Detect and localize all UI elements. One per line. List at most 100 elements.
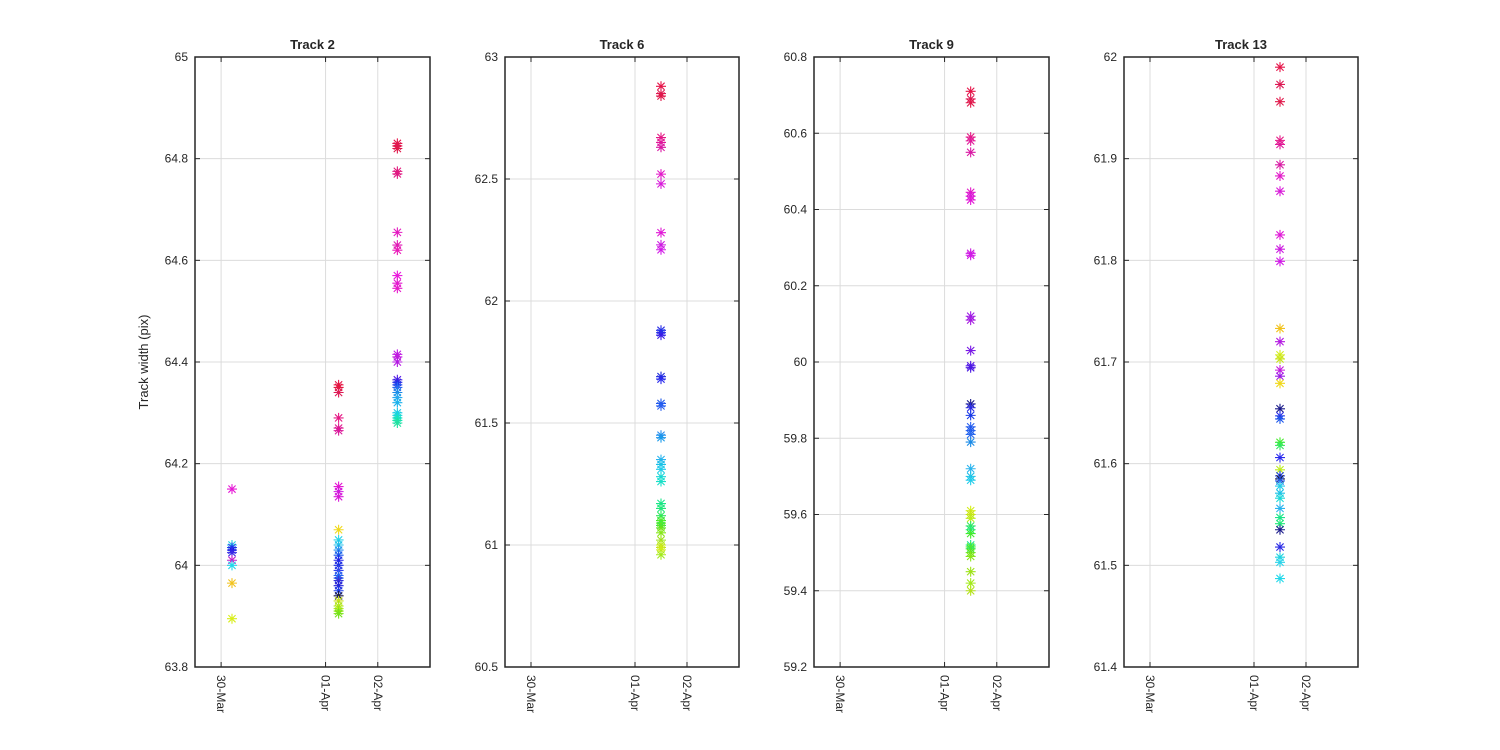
data-point (1275, 552, 1285, 563)
data-point (656, 400, 666, 411)
data-point (965, 429, 976, 440)
data-point (333, 491, 344, 502)
data-point (1275, 244, 1285, 255)
data-point (392, 397, 403, 408)
data-point (1275, 413, 1285, 424)
panel-title: Track 2 (290, 37, 335, 52)
y-tick-label: 61 (485, 538, 499, 552)
panel-title: Track 6 (600, 37, 645, 52)
data-point (333, 560, 344, 571)
data-point (1275, 440, 1285, 451)
data-point (965, 437, 976, 448)
data-point (1275, 323, 1285, 334)
data-point (392, 418, 403, 428)
data-point (392, 227, 403, 238)
axes-panel-4: 61.4 61.5 61.6 61.7 61.8 61.9 62 30-Mar 01-Apr 02… (1094, 37, 1359, 713)
data-point (656, 142, 666, 153)
data-point (1275, 481, 1285, 492)
data-point (1275, 365, 1285, 376)
data-point (226, 547, 237, 558)
y-tick-label: 61.9 (1094, 152, 1118, 166)
data-point (333, 387, 344, 398)
data-point (333, 608, 344, 619)
data-point (965, 585, 976, 596)
data-point (656, 476, 666, 487)
data-point (333, 425, 344, 436)
data-point (656, 503, 666, 514)
data-point (965, 578, 976, 589)
data-point (1275, 542, 1285, 553)
data-point (226, 613, 237, 624)
data-point (656, 227, 666, 238)
data-point (333, 565, 344, 576)
plot-area (505, 57, 739, 667)
data-point (392, 168, 403, 179)
x-tick-label: 02-Apr (990, 675, 1004, 711)
data-point (1275, 452, 1285, 463)
y-tick-label: 62 (1104, 50, 1118, 64)
y-tick-label: 61.4 (1094, 660, 1118, 674)
data-point (333, 590, 344, 601)
data-point (656, 464, 666, 475)
data-point (965, 410, 976, 421)
data-point (333, 580, 344, 591)
data-point (1275, 79, 1285, 90)
x-tick-label: 30-Mar (833, 675, 847, 713)
y-axis-label: Track width (pix) (136, 315, 151, 410)
data-point (1275, 475, 1285, 486)
data-point (965, 402, 976, 413)
data-point (965, 86, 976, 97)
y-tick-label: 61.5 (475, 416, 499, 430)
data-point (392, 283, 403, 294)
y-tick-label: 64.4 (165, 355, 189, 369)
data-point (333, 550, 344, 561)
data-point (392, 245, 403, 256)
data-point (392, 143, 403, 154)
data-point (656, 374, 666, 385)
data-point (226, 578, 237, 589)
data-point (656, 169, 666, 180)
x-tick-label: 01-Apr (938, 675, 952, 711)
data-point (965, 250, 976, 261)
data-point (656, 549, 666, 560)
data-point (1275, 96, 1285, 107)
y-tick-label: 59.2 (784, 660, 808, 674)
data-point (1275, 503, 1285, 514)
y-tick-label: 64.6 (165, 253, 189, 267)
data-point (1275, 336, 1285, 347)
axes-frame (813, 56, 1050, 668)
data-point (1275, 493, 1285, 504)
x-tick-label: 01-Apr (628, 675, 642, 711)
y-tick-label: 64 (175, 558, 189, 572)
data-point (333, 486, 344, 497)
data-point (965, 551, 976, 562)
axes-frame (194, 56, 431, 668)
panel-title: Track 9 (909, 37, 954, 52)
data-point (392, 270, 403, 281)
data-point (1275, 159, 1285, 170)
data-point (333, 534, 344, 545)
data-point (333, 555, 344, 566)
data-point (965, 362, 976, 373)
data-point (392, 382, 403, 393)
y-tick-label: 63 (485, 50, 499, 64)
y-tick-label: 62.5 (475, 172, 499, 186)
data-point (656, 432, 666, 443)
data-point (1275, 403, 1285, 414)
y-tick-label: 61.7 (1094, 355, 1118, 369)
x-tick-label: 02-Apr (1299, 675, 1313, 711)
x-tick-label: 30-Mar (214, 675, 228, 713)
data-point (1275, 256, 1285, 267)
data-point (392, 392, 403, 403)
y-tick-label: 59.6 (784, 508, 808, 522)
data-point (965, 97, 976, 108)
data-point (1275, 464, 1285, 475)
data-point (392, 240, 403, 251)
y-tick-label: 59.8 (784, 431, 808, 445)
data-point (965, 315, 976, 326)
y-tick-label: 63.8 (165, 660, 189, 674)
data-point (392, 357, 403, 367)
axes-panel-1: 63.8 64 64.2 64.4 64.6 64.8 65 30-Mar 01-Apr 02-A… (136, 37, 431, 713)
data-point (965, 147, 976, 158)
